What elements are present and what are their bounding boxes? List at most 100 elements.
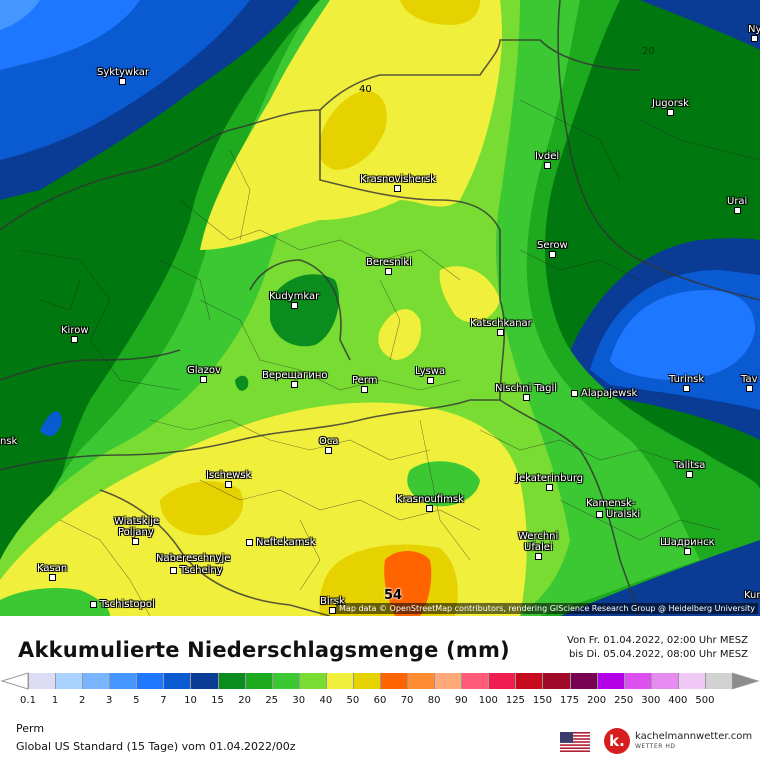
chart-title: Akkumulierte Niederschlagsmenge (mm) xyxy=(18,638,510,662)
city-label: Kirow xyxy=(61,325,89,344)
legend-label: 10 xyxy=(184,695,197,706)
city-name: Jekaterinburg xyxy=(516,473,584,484)
legend-swatch xyxy=(488,673,516,689)
city-name: Syktywkar xyxy=(97,67,149,78)
city-marker-icon xyxy=(394,185,402,192)
city-marker-icon xyxy=(543,162,551,169)
city-marker-icon xyxy=(290,302,298,309)
time-period: Von Fr. 01.04.2022, 02:00 Uhr MESZ bis D… xyxy=(567,634,748,662)
city-marker-icon xyxy=(71,336,79,343)
us-flag-icon[interactable] xyxy=(560,732,590,752)
city-name: Krasnoufimsk xyxy=(396,494,464,505)
precipitation-map[interactable]: Syktywkar Jugorsk Ivdel Krasnovishersk Urai S… xyxy=(0,0,760,616)
legend-label: 3 xyxy=(106,695,113,706)
model-info: Global US Standard (15 Tage) vom 01.04.2… xyxy=(16,740,296,753)
max-value-label: 54 xyxy=(384,588,403,603)
legend-label: 60 xyxy=(373,695,387,706)
contour-label: 40 xyxy=(359,84,372,95)
city-marker-icon xyxy=(246,538,253,546)
city-label: Talitsa xyxy=(674,460,705,479)
city-marker-icon xyxy=(534,553,542,560)
city-label: Jugorsk xyxy=(652,98,689,117)
legend-swatch xyxy=(28,673,56,689)
city-label: Turinsk xyxy=(669,374,704,393)
city-marker-icon xyxy=(119,78,127,85)
city-marker-icon xyxy=(132,538,140,545)
legend-footer: Akkumulierte Niederschlagsmenge (mm) Von… xyxy=(0,616,760,760)
city-name: Uralski xyxy=(606,509,641,520)
city-label: Шадринск xyxy=(660,537,715,556)
city-marker-icon xyxy=(361,386,369,393)
city-name: Alapajewsk xyxy=(581,388,638,399)
legend-swatch xyxy=(650,673,679,689)
city-name: nsk xyxy=(0,436,18,447)
city-label: Ny xyxy=(748,24,760,43)
city-name: Lyswa xyxy=(415,366,446,377)
legend-swatch xyxy=(55,673,83,689)
city-name: Ischewsk xyxy=(206,470,252,481)
city-label: Ischewsk xyxy=(206,470,251,489)
city-marker-icon xyxy=(170,566,177,574)
city-name: Kudymkar xyxy=(269,291,320,302)
legend-swatch xyxy=(163,673,191,689)
city-label: Urai xyxy=(727,196,747,215)
legend-swatch xyxy=(704,673,733,689)
city-name: Wiatskije xyxy=(114,516,160,527)
city-marker-icon xyxy=(328,607,336,614)
legend-label: 15 xyxy=(211,695,224,706)
city-label: Werchni xyxy=(518,531,558,542)
city-name: Neftekamsk xyxy=(256,537,316,548)
city-marker-icon xyxy=(325,447,333,454)
city-marker-icon xyxy=(546,484,554,491)
legend-label: 7 xyxy=(160,695,167,706)
legend-swatch xyxy=(380,673,408,689)
legend-swatch xyxy=(82,673,110,689)
city-label: Uralski xyxy=(596,509,640,520)
city-marker-icon xyxy=(596,510,603,518)
city-name: Turinsk xyxy=(669,374,705,385)
city-name: Oca xyxy=(319,436,339,447)
legend-swatch xyxy=(623,673,652,689)
city-marker-icon xyxy=(48,574,56,581)
city-marker-icon xyxy=(666,109,674,116)
city-label: Tav xyxy=(741,374,758,393)
city-label: Poljany xyxy=(118,527,154,546)
legend-swatch xyxy=(407,673,435,689)
city-label: Serow xyxy=(537,240,568,259)
city-marker-icon xyxy=(571,389,578,397)
city-label: Tschelny xyxy=(170,565,223,576)
city-label: Nabereschnyje xyxy=(156,553,230,564)
map-attribution[interactable]: Map data © OpenStreetMap contributors, r… xyxy=(336,603,758,614)
color-legend: 0.1 1 2 3 5 7 10 15 20 25 30 40 50 60 70 80 90 100 125 150 1… xyxy=(0,668,760,706)
city-marker-icon xyxy=(385,268,393,275)
city-label: Kamensk- xyxy=(586,498,635,509)
city-marker-icon xyxy=(426,377,434,384)
city-marker-icon xyxy=(548,251,556,258)
location-name: Perm xyxy=(16,722,45,735)
city-name: Ny xyxy=(748,24,760,35)
city-label: Perm xyxy=(352,375,378,394)
brand-logo-icon: k. xyxy=(604,728,630,754)
kachelmannwetter-logo[interactable]: k. kachelmannwetter.com WETTER HD xyxy=(604,728,754,756)
legend-swatch xyxy=(325,673,354,689)
legend-swatch xyxy=(190,673,219,689)
city-marker-icon xyxy=(683,385,691,392)
city-name: Glazov xyxy=(187,365,221,376)
city-label: Верещагино xyxy=(262,370,327,389)
city-name: Krasnovishersk xyxy=(360,174,436,185)
legend-label: 400 xyxy=(668,695,688,706)
city-marker-icon xyxy=(745,385,753,392)
legend-swatch xyxy=(596,673,625,689)
city-marker-icon xyxy=(90,600,97,608)
city-name: Ivdel xyxy=(535,151,560,162)
city-label: Kudymkar xyxy=(269,291,319,310)
legend-swatch xyxy=(434,673,462,689)
city-marker-icon xyxy=(683,548,691,555)
legend-label: 2 xyxy=(78,695,86,706)
city-name: Beresniki xyxy=(366,257,412,268)
city-label: Glazov xyxy=(187,365,221,384)
city-marker-icon xyxy=(426,505,434,512)
city-name: Tschelny xyxy=(180,565,223,576)
legend-label: 100 xyxy=(478,695,498,706)
legend-label: 50 xyxy=(346,695,360,706)
